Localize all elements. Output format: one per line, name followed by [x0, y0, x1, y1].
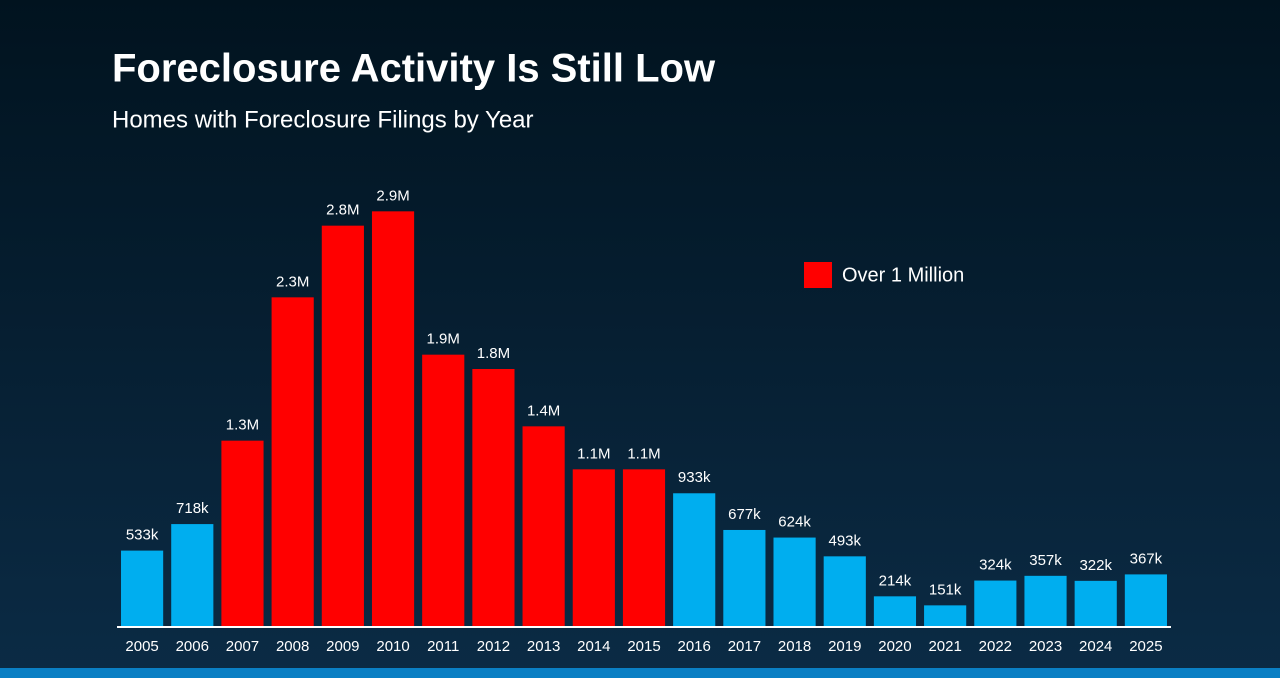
- value-label: 1.4M: [527, 402, 560, 419]
- x-tick-label: 2007: [226, 638, 259, 655]
- bar: [924, 605, 967, 627]
- bar: [723, 529, 766, 627]
- bar: [522, 426, 565, 627]
- x-tick-label: 2011: [427, 638, 459, 655]
- value-label: 1.8M: [477, 345, 510, 362]
- value-label: 2.9M: [376, 187, 409, 204]
- x-tick-label: 2017: [728, 638, 761, 655]
- bar: [371, 211, 415, 628]
- value-label: 367k: [1130, 550, 1163, 567]
- value-label: 677k: [728, 506, 761, 523]
- x-tick-label: 2015: [627, 638, 660, 655]
- bar: [171, 524, 214, 627]
- x-tick-label: 2023: [1029, 638, 1062, 655]
- x-tick-label: 2025: [1129, 638, 1162, 655]
- bar: [221, 440, 264, 627]
- x-tick-label: 2024: [1079, 638, 1112, 655]
- bar: [1074, 580, 1117, 627]
- value-label: 322k: [1079, 557, 1112, 574]
- value-label: 533k: [126, 527, 159, 544]
- bar: [321, 225, 364, 627]
- x-tick-label: 2014: [577, 638, 610, 655]
- x-tick-label: 2005: [125, 638, 158, 655]
- value-label: 151k: [929, 581, 962, 598]
- value-label: 933k: [678, 469, 711, 486]
- chart-title: Foreclosure Activity Is Still Low: [112, 47, 716, 91]
- bar: [422, 354, 465, 627]
- bar: [121, 550, 164, 627]
- bar: [472, 369, 515, 627]
- x-tick-label: 2009: [326, 638, 359, 655]
- bar: [873, 596, 917, 627]
- value-label: 1.1M: [577, 445, 610, 462]
- x-tick-label: 2022: [979, 638, 1012, 655]
- x-tick-label: 2006: [176, 638, 209, 655]
- x-tick-label: 2010: [376, 638, 409, 655]
- value-label: 214k: [879, 572, 912, 589]
- value-label: 357k: [1029, 552, 1062, 569]
- bar: [622, 469, 666, 627]
- bar: [572, 469, 615, 627]
- value-label: 1.9M: [427, 331, 460, 348]
- x-tick-label: 2012: [477, 638, 510, 655]
- bar: [823, 556, 866, 627]
- x-tick-label: 2020: [878, 638, 911, 655]
- value-label: 2.8M: [326, 202, 359, 219]
- bar: [673, 493, 716, 627]
- x-tick-label: 2008: [276, 638, 309, 655]
- bar: [974, 580, 1017, 627]
- bar: [1024, 575, 1067, 627]
- bottom-stripe: [0, 668, 1280, 678]
- x-tick-label: 2013: [527, 638, 560, 655]
- chart-subtitle: Homes with Foreclosure Filings by Year: [112, 106, 534, 133]
- x-tick-label: 2018: [778, 638, 811, 655]
- value-label: 718k: [176, 500, 209, 517]
- value-label: 324k: [979, 557, 1012, 574]
- bar: [773, 537, 816, 627]
- value-label: 624k: [778, 514, 811, 531]
- value-label: 493k: [828, 532, 861, 549]
- value-label: 1.3M: [226, 417, 259, 434]
- legend-swatch: [804, 262, 832, 288]
- x-tick-label: 2019: [828, 638, 861, 655]
- value-label: 2.3M: [276, 273, 309, 290]
- x-tick-label: 2021: [928, 638, 961, 655]
- value-label: 1.1M: [627, 445, 660, 462]
- bar: [271, 297, 314, 627]
- bar: [1124, 574, 1167, 627]
- x-tick-label: 2016: [678, 638, 711, 655]
- legend-label: Over 1 Million: [842, 264, 964, 286]
